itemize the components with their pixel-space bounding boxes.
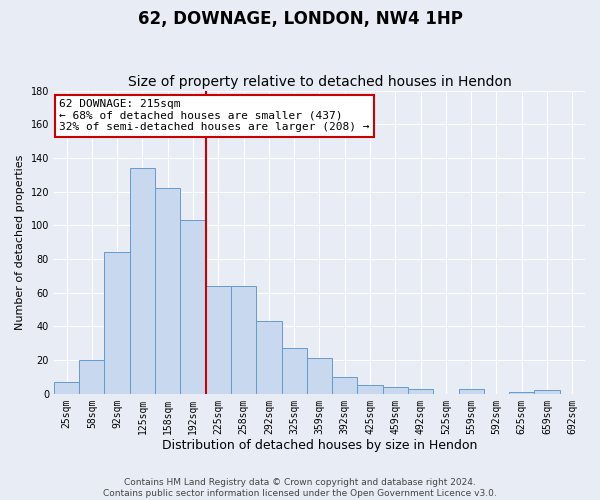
Text: Contains HM Land Registry data © Crown copyright and database right 2024.
Contai: Contains HM Land Registry data © Crown c… [103,478,497,498]
Bar [256,322,281,394]
Bar [332,377,358,394]
X-axis label: Distribution of detached houses by size in Hendon: Distribution of detached houses by size … [162,440,477,452]
Bar [509,392,535,394]
Bar [104,252,130,394]
Bar [458,389,484,394]
Bar [535,390,560,394]
Y-axis label: Number of detached properties: Number of detached properties [15,154,25,330]
Bar [231,286,256,394]
Bar [79,360,104,394]
Bar [281,348,307,394]
Bar [383,387,408,394]
Bar [358,386,383,394]
Bar [307,358,332,394]
Bar [155,188,181,394]
Bar [206,286,231,394]
Bar [408,389,433,394]
Bar [181,220,206,394]
Bar [54,382,79,394]
Text: 62 DOWNAGE: 215sqm
← 68% of detached houses are smaller (437)
32% of semi-detach: 62 DOWNAGE: 215sqm ← 68% of detached hou… [59,99,370,132]
Title: Size of property relative to detached houses in Hendon: Size of property relative to detached ho… [128,76,511,90]
Bar [130,168,155,394]
Text: 62, DOWNAGE, LONDON, NW4 1HP: 62, DOWNAGE, LONDON, NW4 1HP [137,10,463,28]
